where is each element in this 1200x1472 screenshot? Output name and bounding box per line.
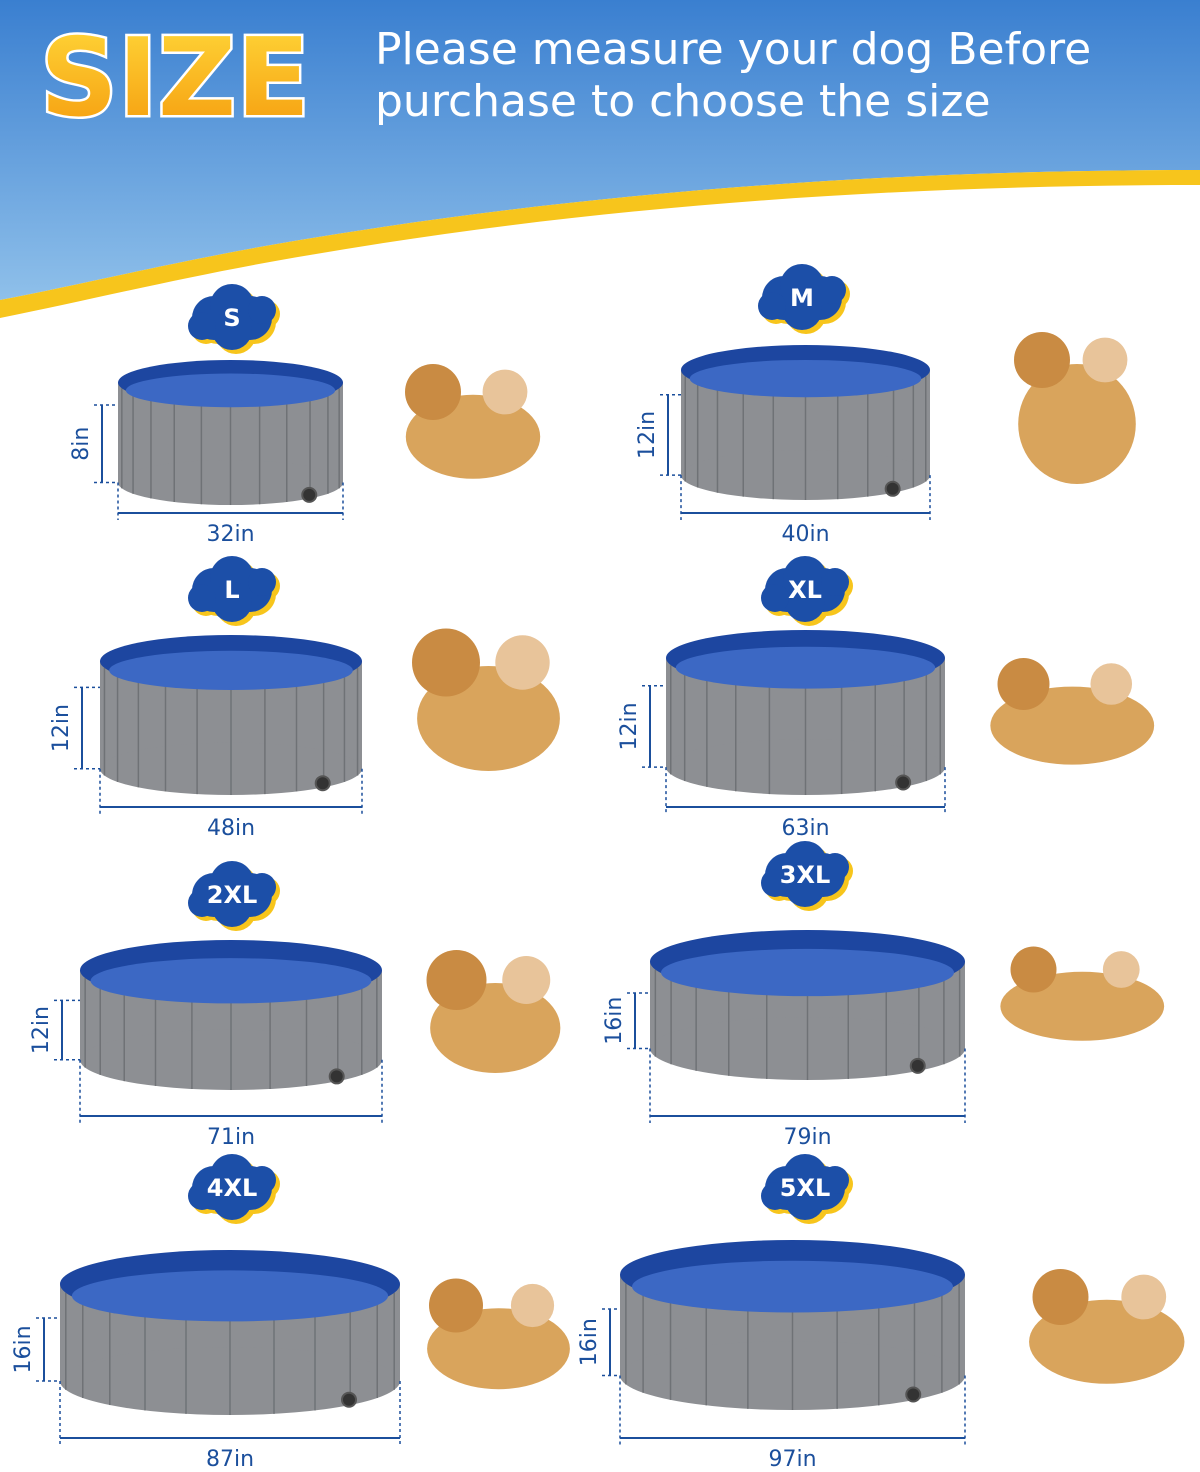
pool-floor (689, 359, 922, 398)
size-item: 3XL 79in 16in (602, 841, 1165, 1150)
photo-head (1010, 946, 1057, 993)
photo-head (405, 364, 461, 420)
badge-blob (785, 1180, 825, 1220)
pool-drain (301, 486, 318, 503)
size-item: S 32in 8in (69, 284, 541, 547)
pool-floor (661, 948, 954, 997)
pool-drain (341, 1391, 357, 1408)
size-label: 3XL (780, 861, 831, 889)
pool-drain (909, 1057, 926, 1074)
size-label: 4XL (207, 1174, 258, 1202)
subtitle-line: Please measure your dog Before (375, 24, 1091, 75)
pool-floor (71, 1270, 389, 1322)
size-label: M (790, 284, 814, 312)
badge-blob (212, 310, 252, 350)
height-label: 12in (49, 704, 74, 752)
size-item: 4XL 87in 16in (11, 1154, 570, 1472)
badge-blob (761, 869, 789, 897)
title: SIZE (40, 16, 310, 141)
pool-floor (90, 958, 372, 1004)
badge-blob (212, 582, 252, 622)
photo-head (502, 956, 551, 1004)
height-label: 16in (577, 1318, 602, 1366)
size-label: S (223, 304, 240, 332)
photo-head (482, 369, 528, 415)
photo-head (412, 628, 480, 697)
photo-head (495, 635, 550, 690)
height-label: 12in (29, 1006, 54, 1054)
badge-blob (212, 887, 252, 927)
photo-head (426, 950, 487, 1010)
size-label: XL (788, 576, 822, 604)
badge-blob (785, 867, 825, 907)
photo-head (1090, 663, 1133, 705)
width-label: 71in (207, 1125, 255, 1150)
width-label: 63in (781, 816, 829, 841)
pool-floor (632, 1260, 953, 1313)
size-label: 2XL (207, 881, 258, 909)
pool-drain (884, 480, 901, 497)
size-item: 2XL 71in 12in (29, 861, 561, 1150)
badge-blob (188, 1182, 216, 1210)
badge-blob (761, 584, 789, 612)
badge-blob (782, 290, 822, 330)
pool-floor (125, 373, 336, 408)
height-label: 16in (11, 1325, 36, 1373)
photo-head (510, 1283, 555, 1328)
pool-floor (109, 650, 353, 691)
photo-head (997, 658, 1050, 710)
badge-blob (761, 1182, 789, 1210)
photo-body (1018, 364, 1136, 484)
width-label: 48in (207, 816, 255, 841)
size-item: L 48in 12in (49, 556, 560, 841)
height-label: 12in (617, 702, 642, 750)
pool-drain (328, 1068, 345, 1085)
badge-blob (248, 873, 276, 901)
header-background (0, 0, 1200, 300)
header-swoosh (0, 170, 1200, 318)
width-label: 32in (206, 522, 254, 547)
badge-blob (188, 584, 216, 612)
width-label: 97in (768, 1447, 816, 1472)
height-label: 8in (69, 427, 94, 461)
size-item: XL 63in 12in (617, 556, 1155, 841)
width-label: 87in (206, 1447, 254, 1472)
photo-head (1121, 1274, 1167, 1320)
badge-blob (212, 1180, 252, 1220)
height-label: 16in (602, 997, 627, 1045)
badge-blob (188, 312, 216, 340)
photo-head (1082, 337, 1128, 383)
badge-blob (248, 1166, 276, 1194)
badge-blob (821, 853, 849, 881)
width-label: 40in (781, 522, 829, 547)
pool-drain (314, 775, 331, 792)
badge-blob (248, 296, 276, 324)
photo-head (1102, 951, 1140, 988)
badge-blob (188, 889, 216, 917)
width-label: 79in (783, 1125, 831, 1150)
photo-head (1032, 1269, 1089, 1325)
height-label: 12in (635, 411, 660, 459)
subtitle-line: purchase to choose the size (375, 76, 991, 127)
size-label: 5XL (780, 1174, 831, 1202)
badge-blob (785, 582, 825, 622)
badge-blob (248, 568, 276, 596)
pool-drain (895, 774, 912, 791)
photo-head (1014, 332, 1070, 388)
badge-blob (821, 568, 849, 596)
pool-floor (675, 646, 936, 689)
size-label: L (224, 576, 239, 604)
badge-blob (821, 1166, 849, 1194)
size-item: 5XL 97in 16in (577, 1154, 1185, 1472)
badge-blob (758, 292, 786, 320)
badge-blob (818, 276, 846, 304)
size-item: M 40in 12in (635, 264, 1136, 547)
pool-drain (905, 1386, 922, 1403)
photo-head (429, 1278, 483, 1333)
